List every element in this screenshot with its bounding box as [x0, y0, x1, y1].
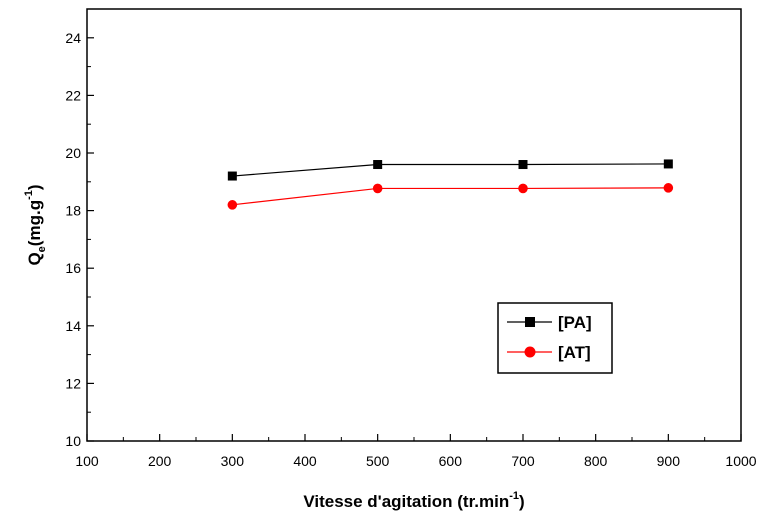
x-tick-label: 800 — [584, 453, 608, 469]
legend-marker — [524, 346, 536, 358]
y-axis-ticks: 10 12 14 16 18 20 22 24 — [65, 30, 94, 449]
data-point — [227, 171, 237, 181]
data-point — [373, 160, 383, 170]
x-axis-title-tail: ) — [519, 492, 525, 511]
y-tick-label: 22 — [65, 87, 81, 103]
x-tick-label: 700 — [511, 453, 535, 469]
x-tick-label: 400 — [293, 453, 317, 469]
legend-marker — [525, 317, 535, 327]
y-tick-label: 24 — [65, 30, 81, 46]
y-axis-title-main: Q — [25, 252, 44, 265]
data-point — [227, 200, 238, 210]
data-point — [518, 183, 528, 194]
y-tick-label: 18 — [65, 203, 81, 219]
y-axis-title-sub: e — [36, 246, 48, 252]
y-tick-label: 14 — [65, 318, 81, 334]
series-line — [232, 187, 669, 206]
data-point — [663, 183, 674, 193]
x-axis-ticks: 100 200 300 400 500 600 700 800 900 1000 — [75, 434, 757, 469]
x-axis-title: Vitesse d'agitation (tr.min-1) — [303, 490, 524, 511]
y-axis-title-tail: ) — [25, 184, 44, 190]
series-layer — [227, 159, 674, 210]
x-tick-label: 600 — [439, 453, 463, 469]
x-axis-title-sup: -1 — [509, 490, 519, 502]
x-tick-label: 100 — [75, 453, 99, 469]
x-tick-label: 1000 — [725, 453, 756, 469]
y-axis-title-mid: (mg.g — [25, 200, 44, 246]
y-axis-title: Qe(mg.g-1) — [23, 184, 48, 265]
data-point — [518, 160, 528, 170]
data-point — [372, 183, 383, 194]
series-line — [232, 163, 669, 177]
legend-label: [PA] — [558, 313, 592, 332]
y-tick-label: 20 — [65, 145, 81, 161]
y-tick-label: 16 — [65, 260, 81, 276]
y-axis-title-sup: -1 — [23, 190, 35, 200]
x-axis-title-main: Vitesse d'agitation (tr.min — [303, 492, 509, 511]
x-tick-label: 300 — [221, 453, 245, 469]
x-tick-label: 500 — [366, 453, 390, 469]
x-tick-label: 900 — [657, 453, 681, 469]
x-tick-label: 200 — [148, 453, 172, 469]
data-point — [663, 159, 673, 169]
plot-frame — [86, 8, 742, 442]
legend-box — [497, 302, 613, 374]
y-tick-label: 10 — [65, 433, 81, 449]
legend-label: [AT] — [558, 343, 591, 362]
legend: [PA] [AT] — [497, 302, 613, 374]
y-tick-label: 12 — [65, 375, 81, 391]
